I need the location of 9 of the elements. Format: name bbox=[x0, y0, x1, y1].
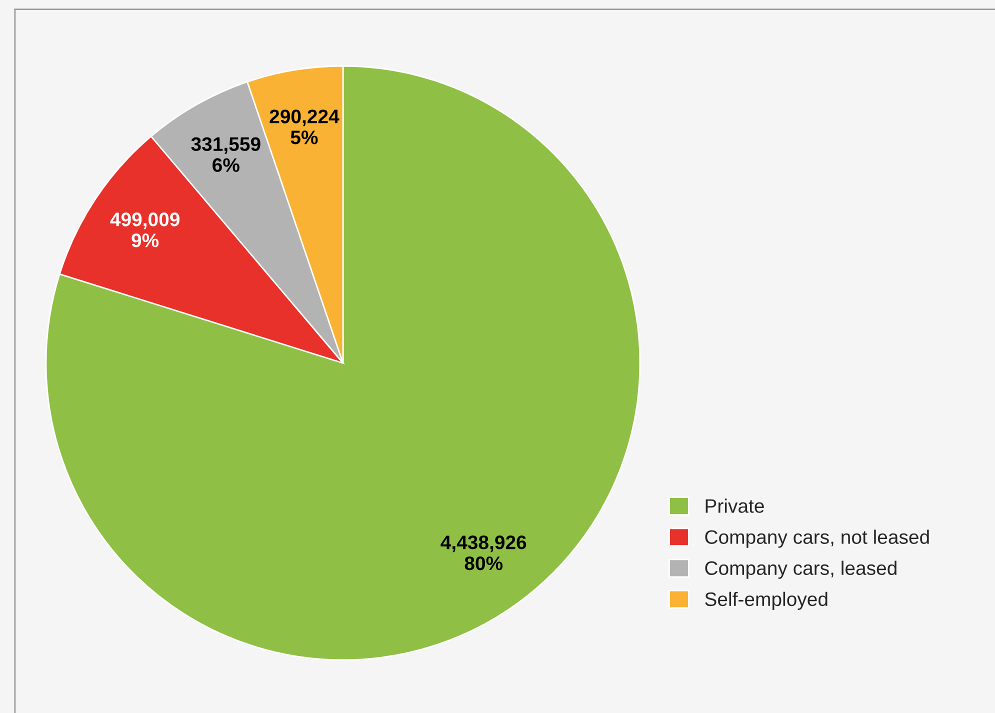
legend-label: Company cars, not leased bbox=[705, 530, 929, 548]
data-label: 331,559 6% bbox=[191, 137, 260, 172]
legend-label: Self-employed bbox=[705, 592, 828, 610]
data-label: 4,438,926 80% bbox=[440, 536, 526, 570]
data-label: 290,224 5% bbox=[270, 110, 340, 144]
legend-label: Private bbox=[706, 498, 764, 513]
pie-slice bbox=[45, 65, 641, 661]
data-label: 499,009 9% bbox=[110, 212, 180, 248]
legend-label: Company cars, leased bbox=[705, 560, 896, 579]
